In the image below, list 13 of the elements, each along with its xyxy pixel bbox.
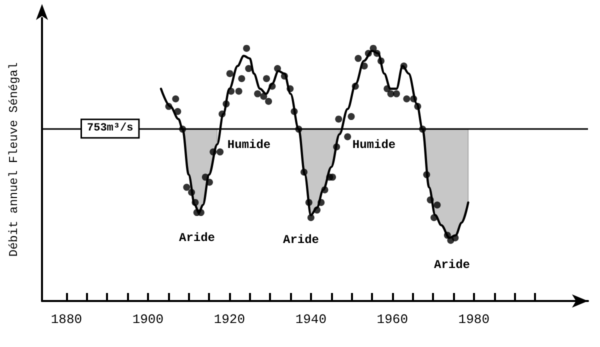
x-tick-label: 1980	[458, 312, 490, 327]
ref-line-label: 753m³/s	[87, 122, 134, 135]
x-tick-label: 1920	[214, 312, 246, 327]
x-tick-label: 1960	[376, 312, 408, 327]
y-axis-title: Débit annuel Fleuve Sénégal	[7, 62, 21, 257]
x-tick-label: 1900	[132, 312, 164, 327]
annotation: Aride	[434, 258, 470, 272]
annotation: Aride	[178, 231, 216, 245]
x-tick-label: 1940	[295, 312, 327, 327]
annotation: Humide	[227, 138, 271, 152]
annotation: Humide	[352, 138, 396, 152]
annotation: Aride	[282, 233, 320, 247]
x-tick-label: 1880	[50, 312, 82, 327]
